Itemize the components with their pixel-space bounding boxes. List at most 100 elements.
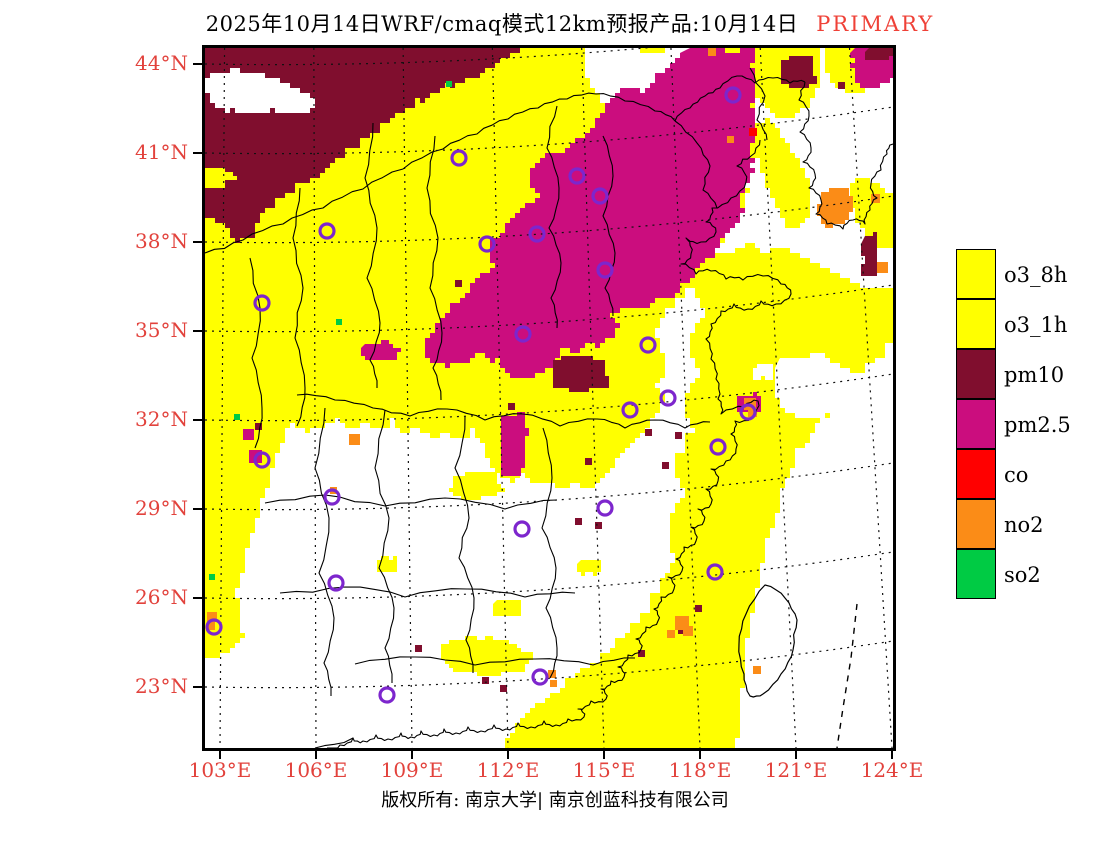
copyright-footer: 版权所有: 南京大学| 南京创蓝科技有限公司 <box>381 790 729 811</box>
graticule-meridian <box>402 48 413 748</box>
graticule-parallel <box>205 106 893 155</box>
pm10-cluster-center <box>553 356 609 392</box>
so2-dot <box>209 574 215 580</box>
clear-notch-northwest <box>205 68 320 113</box>
pm10-patch-ne <box>781 56 817 88</box>
station-marker <box>639 336 657 354</box>
station-marker <box>724 86 742 104</box>
x-tick-label: 124°E <box>860 758 924 782</box>
province-line <box>264 494 558 510</box>
no2-dot <box>727 136 734 143</box>
graticule-meridian <box>670 48 701 748</box>
y-tick <box>193 63 202 65</box>
pm10-dot <box>415 645 422 652</box>
pm10-dot <box>695 605 702 612</box>
x-tick <box>411 750 413 759</box>
legend-swatch-no2 <box>956 499 996 549</box>
province-line <box>541 427 558 679</box>
y-tick <box>193 152 202 154</box>
graticule-meridian <box>759 48 797 748</box>
pm10-dot <box>638 650 645 657</box>
graticule-parallel <box>205 640 893 689</box>
station-marker <box>596 261 614 279</box>
station-marker <box>528 225 546 243</box>
station-marker <box>450 149 468 167</box>
province-line <box>602 135 616 317</box>
pm10-dot <box>482 677 489 684</box>
pm10-patch-ne2 <box>865 48 893 60</box>
province-line <box>426 135 443 401</box>
legend-label: o3_1h <box>1004 313 1068 337</box>
so2-dot <box>336 319 342 325</box>
x-tick <box>603 750 605 759</box>
y-tick-label: 26°N <box>135 585 188 609</box>
station-marker <box>205 618 223 636</box>
y-tick-label: 44°N <box>135 51 188 75</box>
graticule-meridian <box>313 48 317 748</box>
no2-dot <box>708 48 716 56</box>
taiwan-outline <box>738 584 798 698</box>
x-tick-label: 109°E <box>380 758 444 782</box>
pm25-region-north-china-plain <box>425 48 755 383</box>
station-marker <box>596 499 614 517</box>
legend-label: no2 <box>1004 513 1044 537</box>
title-text: 2025年10月14日WRF/cmaq模式12km预报产品:10月14日 <box>205 12 799 36</box>
graticule-parallel <box>205 373 893 422</box>
y-tick-label: 38°N <box>135 229 188 253</box>
legend-swatch-o3-8h <box>956 249 996 299</box>
pm10-dot <box>500 685 507 692</box>
no2-dot <box>349 434 360 445</box>
province-line <box>296 393 711 429</box>
no2-dot <box>667 630 675 638</box>
no2-dot <box>683 626 693 636</box>
pm25-patch-1 <box>361 340 401 360</box>
o3-patch-east-edge <box>850 178 893 248</box>
legend-swatch-pm10 <box>956 349 996 399</box>
legend-swatch-co <box>956 449 996 499</box>
station-marker <box>514 325 532 343</box>
station-marker <box>706 563 724 581</box>
pm10-dot <box>645 429 652 436</box>
no2-dot <box>748 408 757 417</box>
no2-dot <box>550 680 557 687</box>
no2-blob-seoul <box>817 188 853 228</box>
station-marker <box>531 668 549 686</box>
title-pollutant-tag: PRIMARY <box>816 12 935 36</box>
station-marker <box>709 438 727 456</box>
o3-patch-s3 <box>577 560 601 576</box>
x-tick <box>699 750 701 759</box>
y-tick <box>193 597 202 599</box>
coast-leizhou <box>314 737 354 748</box>
station-marker <box>621 401 639 419</box>
pollution-forecast-map <box>205 48 893 748</box>
station-marker <box>513 520 531 538</box>
o3-notch-left-edge <box>205 168 237 188</box>
o3-patch-s4 <box>449 472 505 500</box>
station-marker <box>591 187 609 205</box>
border-mongolia <box>205 92 676 254</box>
x-tick <box>507 750 509 759</box>
province-line <box>454 415 475 673</box>
graticule-parallel <box>205 284 893 333</box>
y-tick <box>193 508 202 510</box>
page-title: 2025年10月14日WRF/cmaq模式12km预报产品:10月14日 PRIM… <box>150 8 990 38</box>
pm25-patch-2 <box>501 412 529 476</box>
legend-swatch-pm2-5 <box>956 399 996 449</box>
province-line-ne <box>749 67 768 141</box>
y-tick-label: 23°N <box>135 674 188 698</box>
pm10-dot <box>838 82 845 89</box>
clear-pocket-sea-2 <box>753 364 773 380</box>
no2-dot <box>877 262 888 273</box>
legend-label: o3_8h <box>1004 263 1068 287</box>
graticule-meridian <box>581 48 605 748</box>
coastline-korea <box>798 81 893 230</box>
x-tick-label: 115°E <box>572 758 636 782</box>
x-tick <box>219 750 221 759</box>
y-tick <box>193 330 202 332</box>
x-tick <box>891 750 893 759</box>
o3-patch-s1 <box>441 636 533 676</box>
o3-patch-s2 <box>493 600 521 616</box>
province-line <box>279 586 576 598</box>
graticule-parallel <box>205 195 893 244</box>
graticule-parallel <box>205 462 893 511</box>
